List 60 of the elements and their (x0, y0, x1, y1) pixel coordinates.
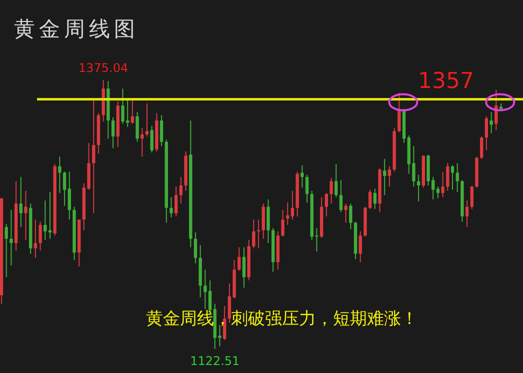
candlestick (92, 98, 96, 214)
candlestick (262, 203, 265, 240)
annotation: 1122.51 (190, 354, 240, 368)
candlestick (368, 189, 372, 210)
candlestick (456, 162, 459, 192)
candlestick (436, 186, 440, 199)
candlestick (330, 178, 333, 204)
candlestick (68, 171, 71, 220)
candlestick (373, 188, 377, 210)
candlestick (44, 200, 47, 240)
candlestick (290, 190, 294, 220)
candlestick (281, 210, 284, 238)
chart-title: 黄金周线图 (14, 17, 139, 41)
candlestick (194, 232, 198, 264)
candlestick (10, 210, 13, 266)
candlestick (398, 92, 401, 133)
candlestick (470, 186, 474, 210)
candlestick (252, 219, 256, 249)
candlestick (174, 186, 178, 217)
candlestick (490, 112, 493, 134)
candlestick (242, 246, 246, 288)
candlestick (48, 191, 52, 240)
candlestick (136, 112, 139, 142)
candlestick (19, 176, 22, 228)
candlestick (62, 171, 66, 206)
candlestick (349, 203, 352, 230)
candlestick (58, 156, 62, 194)
annotation: 黄金周线，刺破强压力，短期难涨！ (146, 309, 418, 329)
candlestick (334, 164, 338, 198)
candlestick (484, 116, 488, 151)
candlestick (416, 174, 420, 202)
candlestick (150, 125, 154, 153)
candlestick (494, 89, 498, 131)
candlestick (480, 136, 484, 160)
candlestick (388, 166, 392, 188)
candlestick (256, 219, 260, 249)
candlestick (222, 305, 226, 340)
candlestick (34, 219, 38, 258)
candlestick (111, 116, 115, 149)
candlestick (324, 192, 328, 217)
candlestick (305, 174, 309, 204)
candlestick (383, 158, 386, 196)
candlestick (145, 102, 149, 137)
candlestick (446, 162, 450, 192)
candlestick (339, 180, 343, 213)
candlestick (238, 246, 241, 272)
candlestick (4, 223, 8, 278)
candlestick (24, 190, 28, 240)
candlestick (344, 203, 348, 224)
candlestick (300, 164, 304, 188)
candlestick (358, 230, 362, 263)
annotation: 1375.04 (78, 61, 128, 75)
candlestick (160, 114, 164, 147)
candlestick (266, 198, 270, 244)
candlestick (441, 171, 444, 198)
ref-line-label: 1357 (418, 69, 474, 94)
candlestick (38, 221, 42, 251)
candlestick (170, 196, 173, 218)
candlestick (179, 176, 183, 204)
candlestick (465, 200, 469, 228)
